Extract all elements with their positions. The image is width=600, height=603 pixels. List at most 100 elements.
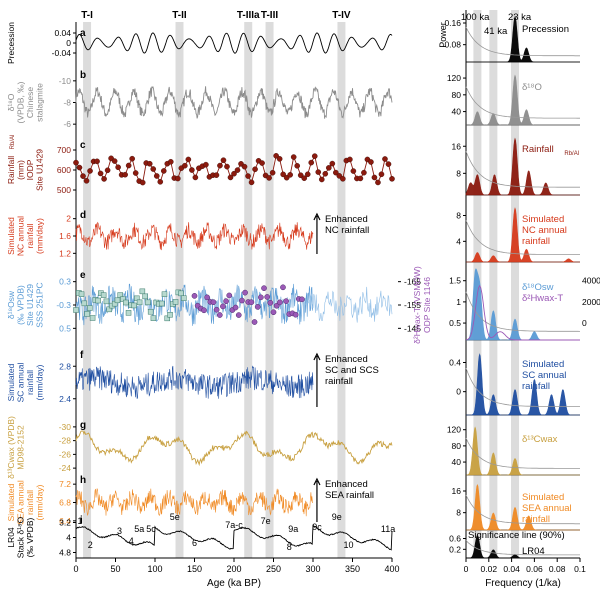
- y-tick-label: 4: [66, 533, 71, 543]
- right-y-tick-label: 8: [456, 508, 461, 518]
- spectrum-label: δ¹⁸Osw: [522, 282, 554, 293]
- panel-c: 700 600 500 c Rainfall (mm) IODP Site U1429 Rb/A…: [6, 135, 395, 195]
- spectrum-label: Simulated: [522, 492, 564, 503]
- data-point: [167, 158, 174, 165]
- data-point-circle: [276, 299, 283, 306]
- spectrum-label: δ¹³Cwax: [522, 434, 558, 445]
- spectrum-area: [466, 426, 580, 476]
- x-tick-label: 0: [73, 564, 78, 574]
- lr04-stage-label: 9a: [288, 524, 298, 534]
- panel-letter: b: [80, 70, 86, 81]
- spectrum-area: [466, 534, 580, 559]
- y-axis-label: SC annual: [16, 363, 26, 403]
- data-point: [375, 179, 381, 186]
- right-x-axis-label: Frequency (1/ka): [485, 578, 561, 589]
- data-point: [217, 162, 223, 169]
- lr04-stage-label: 6: [192, 538, 197, 548]
- panel-a: 0.040-0.04 a Precession: [6, 22, 393, 64]
- data-point: [276, 156, 283, 162]
- data-point-square: [81, 300, 88, 307]
- lr04-stage-label: 5c: [146, 524, 156, 534]
- data-point-square: [100, 292, 107, 298]
- data-point-square: [139, 288, 146, 295]
- annotation-text: SEA rainfall: [325, 490, 374, 501]
- x-tick-label: 250: [266, 564, 281, 574]
- lr04-stage-label: 4: [129, 536, 134, 546]
- data-point-circle: [191, 293, 198, 299]
- right-y-tick-label: -145: [404, 323, 421, 333]
- annotation-text: NC rainfall: [325, 225, 369, 236]
- lr04-stage-label: 3: [117, 526, 122, 536]
- y-tick-label: 2.4: [59, 394, 71, 404]
- data-point-circle: [251, 319, 258, 325]
- data-point-circle: [216, 312, 223, 318]
- data-point: [122, 171, 128, 178]
- data-point-circle: [235, 312, 242, 318]
- series-line: [75, 524, 393, 551]
- right-y-axis-label: ODP Site 1146: [422, 277, 432, 333]
- data-point: [125, 162, 132, 169]
- significance-line: [465, 540, 580, 556]
- y-tick-label: 0.5: [59, 323, 71, 333]
- annotation-text: SC and SCS: [325, 365, 379, 376]
- panel-e: 0.3 -0.3 0.5 e δ¹⁸Osw (‰ VPDB) Site U1429 SSS 2…: [6, 266, 432, 344]
- enhanced-arrow: [313, 352, 321, 407]
- data-point: [322, 170, 329, 177]
- x-axis-label: Age (ka BP): [207, 578, 261, 589]
- data-point: [252, 166, 258, 173]
- data-point-square: [150, 315, 157, 321]
- y-tick-label: -28: [59, 436, 72, 446]
- spectrum-label: SC annual: [522, 370, 566, 381]
- data-point-square: [73, 307, 79, 313]
- significance-line: [465, 367, 580, 407]
- significance-line: [465, 220, 580, 255]
- data-point-circle: [264, 294, 271, 300]
- spectrum-label: NC annual: [522, 225, 567, 236]
- y-tick-label: 6.4: [59, 516, 71, 526]
- data-point: [371, 174, 378, 181]
- y-tick-label: -8: [63, 98, 71, 108]
- data-point: [304, 171, 311, 178]
- y-axis-label: δ¹⁸O: [6, 93, 16, 111]
- power-label: Power: [438, 22, 448, 48]
- data-point: [368, 159, 374, 165]
- data-point-circle: [232, 304, 239, 311]
- spectrum-area: [466, 484, 580, 531]
- termination-label: T-II: [172, 10, 187, 21]
- data-point-circle: [201, 307, 207, 314]
- data-point-circle: [270, 309, 277, 316]
- x-tick-label: 350: [345, 564, 360, 574]
- right-x-tick-label: 0.04: [503, 564, 520, 574]
- data-point-square: [142, 293, 148, 300]
- spectrum-area: [465, 137, 580, 196]
- annotation-text: rainfall: [325, 376, 353, 387]
- panel-i: 3.2 4 4.8 i LR04 Stack δ¹⁸O (‰ VPDB): [6, 515, 393, 558]
- y-axis-label: rainfall: [25, 370, 35, 395]
- y-tick-label: -24: [59, 463, 72, 473]
- data-point: [311, 153, 318, 159]
- spectrum-label: rainfall: [522, 381, 550, 392]
- lr04-stage-label: 5e: [170, 512, 180, 522]
- data-point-circle: [223, 298, 229, 305]
- termination-label: T-IIIa: [237, 10, 260, 21]
- data-point: [269, 169, 276, 176]
- data-point: [115, 164, 121, 171]
- termination-label: T-I: [81, 10, 93, 21]
- termination-band: [265, 22, 274, 558]
- right-axis-tick-label: 4000: [582, 276, 600, 286]
- series-line: [75, 85, 393, 119]
- data-point: [203, 161, 209, 168]
- data-point: [146, 160, 153, 167]
- y-axis-label: Simulated: [6, 217, 16, 255]
- data-point-square: [117, 292, 123, 298]
- y-axis-label: Rainfall: [6, 156, 16, 184]
- data-point-square: [178, 290, 184, 297]
- data-point-square: [89, 315, 96, 321]
- data-point-square: [103, 298, 110, 305]
- y-tick-label: 7.2: [59, 479, 71, 489]
- y-axis-label: NC annual: [16, 216, 26, 256]
- data-point-circle: [239, 297, 245, 304]
- series-line: [75, 283, 314, 326]
